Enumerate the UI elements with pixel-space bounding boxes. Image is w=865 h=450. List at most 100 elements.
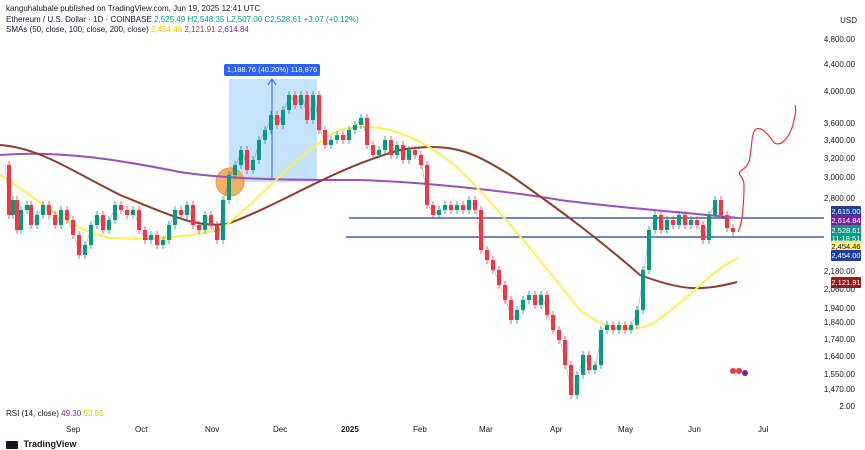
candle-body [65,210,69,220]
candle-body [437,210,441,215]
measure-label: 1,188.76 (40.20%) 118,876 [224,64,320,76]
measure-arrow-head [267,78,277,86]
candle-body [713,200,717,215]
change-value: +3.07 (+0.12%) [303,15,359,24]
candle-body [557,330,561,340]
rsi-label: RSI (14, close) [6,409,59,418]
candle-body [41,205,45,215]
candle-body [347,130,351,140]
candle-body [185,205,189,215]
candle-body [257,140,261,160]
y-tick: 1,940.00 [823,304,855,313]
x-tick: Jun [688,425,701,434]
y-tick: 4,800.00 [823,35,855,44]
candle-body [533,295,537,305]
y-tick: 3,200.00 [823,154,855,163]
y-tick: 3,400.00 [823,136,855,145]
y-tick: 3,600.00 [823,119,855,128]
candle-body [659,215,663,230]
candle-body [389,140,393,155]
candle-body [35,215,39,225]
low-value: L2,507.00 [226,15,263,24]
sma200-value: 2,614.84 [217,25,249,34]
candle-body [665,220,669,230]
candle-body [245,150,249,170]
candle-body [263,130,267,140]
symbol-legend[interactable]: Ethereum / U.S. Dollar · 1D · COINBASE 2… [6,15,359,24]
candle-body [161,240,165,245]
candle-body [221,200,225,240]
candle-body [725,215,729,228]
candle-body [77,235,81,255]
y-tick: 2.00 [839,402,855,411]
candle-body [107,220,111,230]
rsi-legend[interactable]: RSI (14, close) 49.30 53.85 [6,409,103,418]
candle-body [293,95,297,105]
y-tick: 2,800.00 [823,194,855,203]
x-tick: Mar [479,425,493,434]
candle-body [503,285,507,300]
candle-body [149,235,153,240]
measure-box [229,79,317,182]
x-tick: 2025 [341,425,359,434]
candle-body [167,225,171,240]
candle-body [209,215,213,225]
candle-body [443,205,447,210]
candle-body [19,210,23,230]
rsi-ma-value: 53.85 [83,409,104,418]
candle-body [671,220,675,225]
tradingview-logo[interactable]: TradingView [6,439,76,449]
x-tick: Apr [550,425,563,434]
candle-body [683,215,687,225]
candle-body [569,365,573,395]
candle-body [449,205,453,210]
candle-body [491,260,495,270]
candle-body [317,95,321,130]
candle-body [719,200,723,215]
sma-legend[interactable]: SMAs (50, close, 100, close, 200, close)… [6,25,249,34]
candle-body [359,118,363,125]
candle-body [707,215,711,240]
candle-body [227,175,231,200]
candle-body [527,295,531,300]
event-marker-icon [736,368,742,374]
candle-body [47,205,51,215]
candle-body [641,270,645,310]
candle-body [377,150,381,155]
candle-body [71,220,75,235]
candle-body [581,355,585,375]
candles [4,94,735,396]
candle-body [497,270,501,285]
candle-body [125,210,129,215]
candle-body [731,228,735,232]
sma100-price-tag: 2,121.91 [831,277,861,288]
candle-body [53,215,57,225]
support-price-tag: 2,454.00 [831,250,861,261]
sma50-value: 2,454.46 [150,25,183,34]
event-marker-icon [730,368,736,374]
candle-body [521,300,525,310]
candle-body [143,230,147,240]
candle-body [341,135,345,140]
candle-body [413,150,417,155]
candle-body [113,205,117,220]
candle-body [89,225,93,245]
projection-path [737,104,797,233]
sma200-line [0,152,739,219]
candle-body [473,200,477,210]
candle-body [611,325,615,330]
candle-body [11,200,15,215]
candle-body [593,365,597,370]
candle-body [329,140,333,145]
symbol-title: Ethereum / U.S. Dollar · 1D · COINBASE [6,15,152,24]
candle-body [179,210,183,215]
countdown-tag: 11:18:51 [831,233,861,244]
x-tick: Jul [758,425,769,434]
candle-body [233,165,237,175]
candle-body [623,325,627,330]
candle-body [29,205,33,225]
sma100-value: 2,121.91 [184,25,216,34]
candle-body [431,205,435,215]
candle-body [197,225,201,230]
